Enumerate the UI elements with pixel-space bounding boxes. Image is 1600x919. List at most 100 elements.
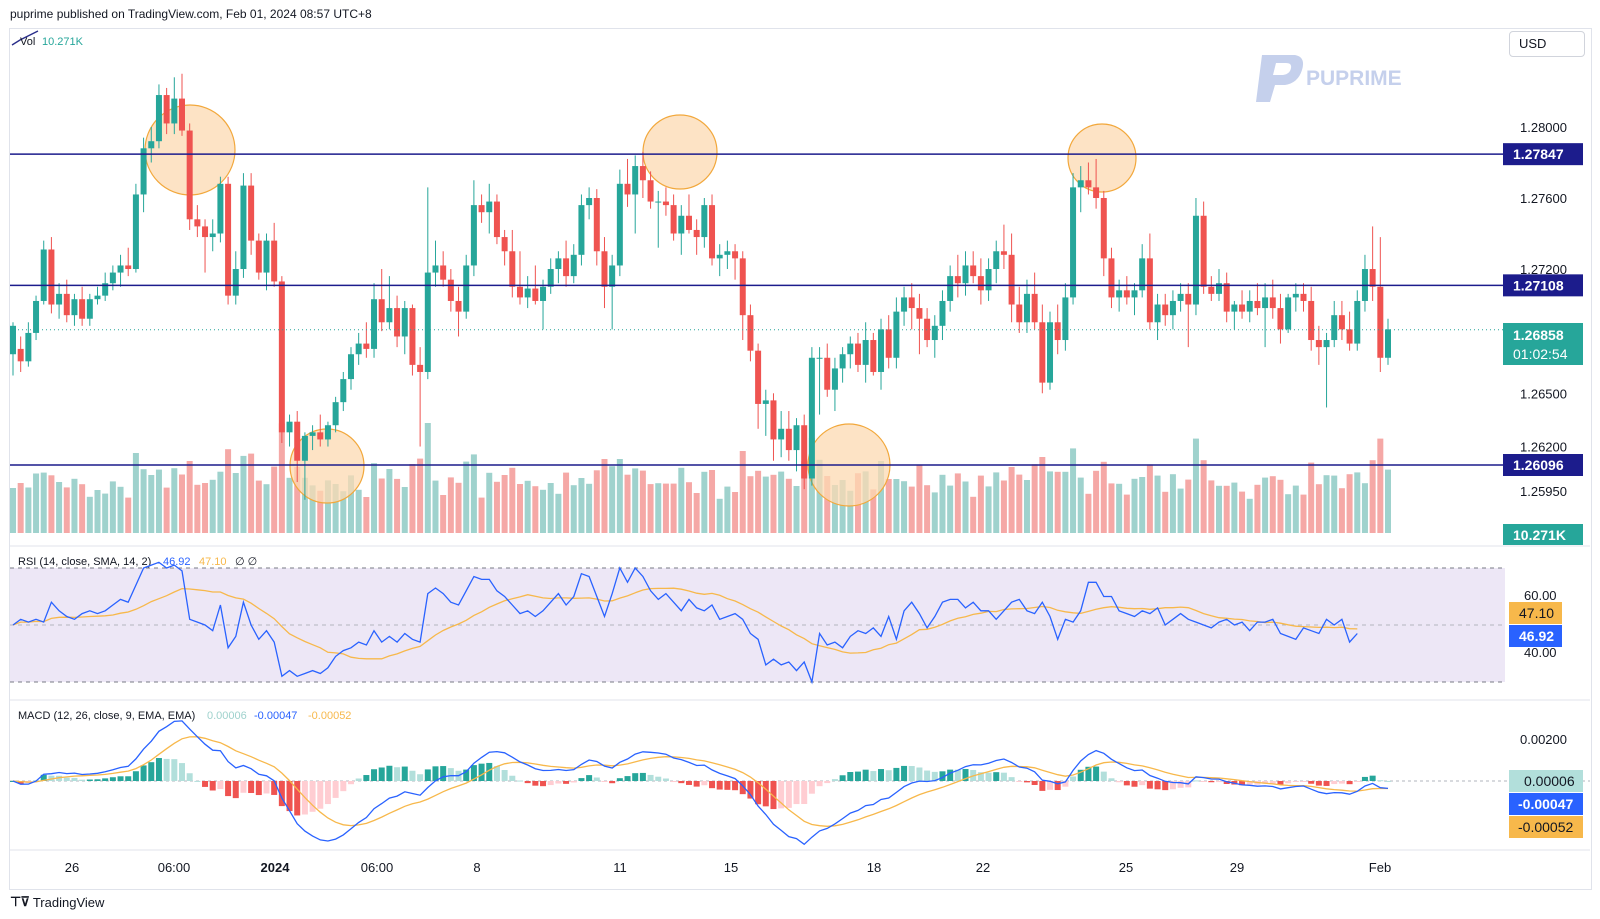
volume-bar (647, 484, 654, 533)
price-tick-label: 1.28000 (1520, 120, 1567, 135)
candle-body (1016, 304, 1023, 323)
candle-body (94, 295, 101, 300)
macd-histogram-bar (639, 772, 646, 781)
macd-histogram-bar (1047, 781, 1054, 790)
volume-bar (1139, 477, 1146, 533)
candle-body (547, 269, 554, 287)
vol-label: Vol (20, 36, 35, 48)
candle-body (248, 185, 255, 241)
macd-histogram-bar (1208, 781, 1215, 783)
macd-histogram-bar (1177, 781, 1184, 788)
rsi-tick-60: 60.00 (1524, 588, 1557, 603)
candle-body (1093, 187, 1100, 199)
volume-bar (202, 483, 209, 533)
candle-body (309, 432, 316, 436)
macd-histogram-bar (1354, 781, 1361, 782)
macd-histogram-bar (1162, 781, 1169, 791)
macd-histogram-bar (893, 767, 900, 781)
candle-body (386, 308, 393, 323)
macd-histogram-bar (163, 758, 170, 781)
macd-histogram-bar (1023, 781, 1030, 783)
highlight-circle (642, 114, 718, 190)
candle-body (885, 329, 892, 358)
macd-histogram-bar (732, 781, 739, 791)
macd-histogram-bar (670, 781, 677, 783)
candle-body (140, 148, 147, 195)
candle-body (463, 265, 470, 312)
candle-body (624, 183, 631, 195)
volume-bar (901, 481, 908, 533)
candle-body (685, 215, 692, 230)
candle-body (486, 201, 493, 213)
macd-histogram-bar (463, 769, 470, 781)
candle-body (1300, 293, 1307, 301)
volume-bar (1292, 485, 1299, 533)
time-tick-label: 18 (867, 860, 881, 875)
macd-histogram-bar (847, 772, 854, 781)
volume-bar (701, 471, 708, 533)
volume-bar (501, 475, 508, 533)
time-tick-label: Feb (1369, 860, 1391, 875)
candle-body (732, 251, 739, 259)
candle-body (862, 340, 869, 365)
macd-histogram-bar (778, 781, 785, 809)
macd-histogram-bar (1308, 781, 1315, 784)
time-axis[interactable]: 26 06:00 2024 06:00 8 11 15 18 22 25 29 Feb (65, 860, 1391, 875)
currency-selector[interactable]: USD (1509, 31, 1585, 57)
candle-body (785, 428, 792, 451)
volume-bar (555, 493, 562, 533)
volume-bar (317, 490, 324, 533)
candle-body (340, 379, 347, 403)
macd-histogram-bar (140, 765, 147, 781)
macd-histogram-bar (355, 778, 362, 781)
volume-bar (670, 483, 677, 533)
tradingview-footer[interactable]: ⊤⊽ TradingView (10, 894, 104, 910)
macd-histogram-bar (1031, 781, 1038, 785)
candle-body (831, 368, 838, 390)
candle-body (1254, 300, 1261, 309)
volume-bar (1377, 438, 1384, 533)
volume-bar (586, 483, 593, 533)
level-badge-1: 1.27847 (1503, 143, 1583, 166)
candle-body (1070, 187, 1077, 298)
macd-line (12, 720, 1389, 846)
volume-bar (885, 479, 892, 533)
macd-histogram-bar (785, 781, 792, 808)
time-tick-label: 26 (65, 860, 79, 875)
volume-bar (908, 486, 915, 533)
volume-bar (94, 490, 101, 533)
macd-histogram-bar (816, 781, 823, 787)
macd-histogram-bar (1077, 769, 1084, 781)
macd-histogram-bar (931, 771, 938, 781)
candle-body (48, 249, 55, 305)
candlesticks (10, 73, 1391, 500)
macd-histogram-bar (63, 777, 70, 781)
volume-bar (1070, 448, 1077, 533)
candle-body (25, 332, 32, 362)
candle-body (278, 281, 285, 433)
volume-bar (324, 480, 331, 533)
macd-histogram-bar (947, 769, 954, 781)
tradingview-logo-icon: ⊤⊽ (10, 894, 30, 909)
volume-bar (1331, 475, 1338, 533)
candle-body (977, 276, 984, 291)
price-axis[interactable]: 1.28000 1.27600 1.27200 1.26500 1.26200 1.259… (1520, 120, 1567, 499)
macd-histogram-bar (209, 781, 216, 791)
volume-bar (432, 480, 439, 533)
volume-bar (1354, 472, 1361, 533)
volume-bar (1323, 475, 1330, 533)
puprime-logo-icon (1256, 55, 1304, 102)
volume-bar (685, 482, 692, 533)
macd-histogram-bar (340, 781, 347, 792)
chart-line-icon (11, 30, 39, 46)
macd-histogram-bar (17, 781, 24, 784)
volume-bar (1131, 478, 1138, 533)
macd-histogram-bar (171, 759, 178, 781)
candle-body (824, 357, 831, 390)
volume-bar (1285, 494, 1292, 533)
macd-histogram-bar (286, 781, 293, 812)
candle-body (1116, 290, 1123, 298)
volume-bar (977, 475, 984, 533)
candle-body (271, 240, 278, 282)
